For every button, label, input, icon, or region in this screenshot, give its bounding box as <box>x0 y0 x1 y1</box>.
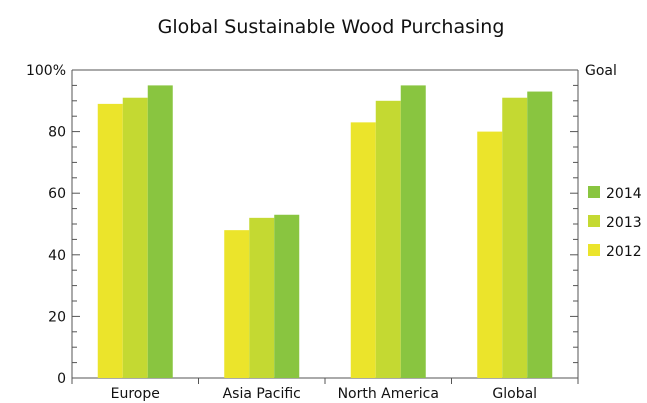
x-category-label: Asia Pacific <box>223 386 301 402</box>
y-tick-label: 40 <box>48 248 66 264</box>
bar-2013-europe <box>122 97 148 378</box>
x-axis: Europe Asia Pacific North America Global <box>71 377 579 402</box>
bar-2014-asia-pacific <box>274 214 300 378</box>
y-tick-label: 60 <box>48 186 66 202</box>
legend-swatch-2014 <box>588 186 600 198</box>
bar-2012-global <box>477 131 503 378</box>
goal-label: Goal <box>585 63 617 79</box>
x-category-label: Global <box>492 386 537 402</box>
y-axis: 0 20 40 60 80 100% <box>26 63 579 387</box>
legend-label-2013: 2013 <box>606 215 642 231</box>
bar-2012-asia-pacific <box>224 230 250 378</box>
legend-swatch-2012 <box>588 244 600 256</box>
bar-2014-europe <box>147 85 173 379</box>
chart-title: Global Sustainable Wood Purchasing <box>158 16 505 38</box>
bar-2013-global <box>502 97 528 378</box>
bar-2014-global <box>527 91 553 378</box>
bar-2013-north-america <box>375 100 401 379</box>
y-tick-label: 20 <box>48 309 66 325</box>
y-tick-label: 0 <box>57 371 66 387</box>
bar-2012-north-america <box>350 122 376 378</box>
legend-label-2012: 2012 <box>606 244 642 260</box>
legend: 2014 2013 2012 <box>588 186 642 260</box>
x-category-label: Europe <box>111 386 160 402</box>
legend-label-2014: 2014 <box>606 186 642 202</box>
bar-2013-asia-pacific <box>249 217 275 378</box>
bars <box>97 85 553 379</box>
y-tick-label: 80 <box>48 125 66 141</box>
legend-swatch-2013 <box>588 215 600 227</box>
x-category-label: North America <box>338 386 439 402</box>
y-tick-label: 100% <box>26 63 66 79</box>
bar-2014-north-america <box>400 85 426 379</box>
bar-2012-europe <box>97 103 123 378</box>
